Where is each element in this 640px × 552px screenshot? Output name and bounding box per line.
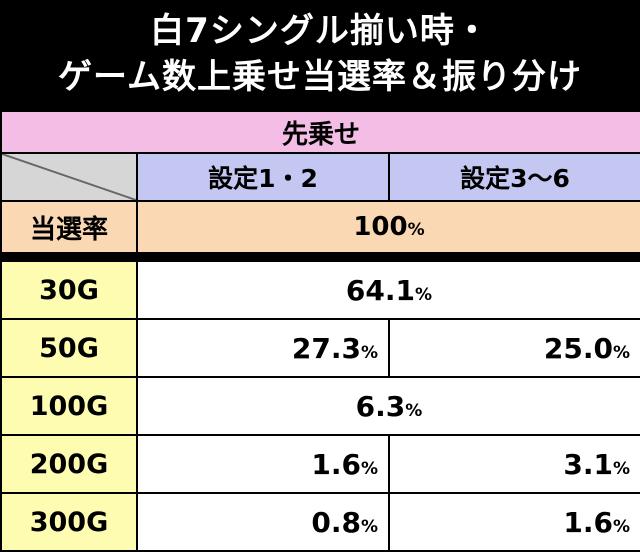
rate-value: 100 [353,212,408,242]
value-cell-setting-3-6: 1.6% [388,492,640,552]
gap-cell [1,253,640,261]
value: 1.6 [311,447,361,481]
rate-label: 当選率 [0,200,138,254]
value: 0.8 [311,505,361,539]
section-label: 先乗せ [0,110,640,154]
value-cell-setting-1-2: 27.3% [136,318,390,378]
table-row: 30G 64.1% [0,260,640,320]
section-header-row: 先乗せ [0,110,640,154]
row-label: 200G [0,434,138,494]
percent-sign: % [360,516,378,537]
percent-sign: % [415,284,433,305]
table-row: 300G 0.8% 1.6% [0,492,640,552]
value-cell-merged: 64.1% [136,260,640,320]
percent-sign: % [360,342,378,363]
table-row: 100G 6.3% [0,376,640,436]
percent-sign: % [407,220,425,240]
column-header-setting-1-2: 設定1・2 [136,152,390,202]
value-cell-setting-3-6: 3.1% [388,434,640,494]
percent-sign: % [612,458,630,479]
diagonal-line-icon [3,155,135,199]
value: 3.1 [563,447,613,481]
rate-row: 当選率 100% [0,200,640,254]
corner-cell [0,152,138,202]
rate-value-cell: 100% [136,200,640,254]
table-row: 50G 27.3% 25.0% [0,318,640,378]
title-line-2: ゲーム数上乗せ当選率＆振り分け [58,57,582,97]
value: 64.1 [345,273,416,307]
value: 25.0 [543,331,613,365]
percent-sign: % [405,400,423,421]
value-cell-merged: 6.3% [136,376,640,436]
page-title: 白7シングル揃い時・ ゲーム数上乗せ当選率＆振り分け [0,0,640,108]
value-cell-setting-1-2: 1.6% [136,434,390,494]
value-cell-setting-3-6: 25.0% [388,318,640,378]
row-label: 300G [0,492,138,552]
row-label: 100G [0,376,138,436]
percent-sign: % [612,342,630,363]
payout-table: 先乗せ 設定1・2 設定3〜6 当選率 100% 30G 64.1% 50G 2… [0,110,640,552]
gap-row [1,253,640,261]
row-label: 30G [0,260,138,320]
table-row: 200G 1.6% 3.1% [0,434,640,494]
column-header-row: 設定1・2 設定3〜6 [0,152,640,202]
value-cell-setting-1-2: 0.8% [136,492,390,552]
row-label: 50G [0,318,138,378]
title-line-1: 白7シングル揃い時・ [150,11,490,51]
column-header-setting-3-6: 設定3〜6 [388,152,640,202]
value: 6.3 [355,389,406,423]
value: 1.6 [563,505,613,539]
value: 27.3 [291,331,361,365]
percent-sign: % [612,516,630,537]
percent-sign: % [360,458,378,479]
